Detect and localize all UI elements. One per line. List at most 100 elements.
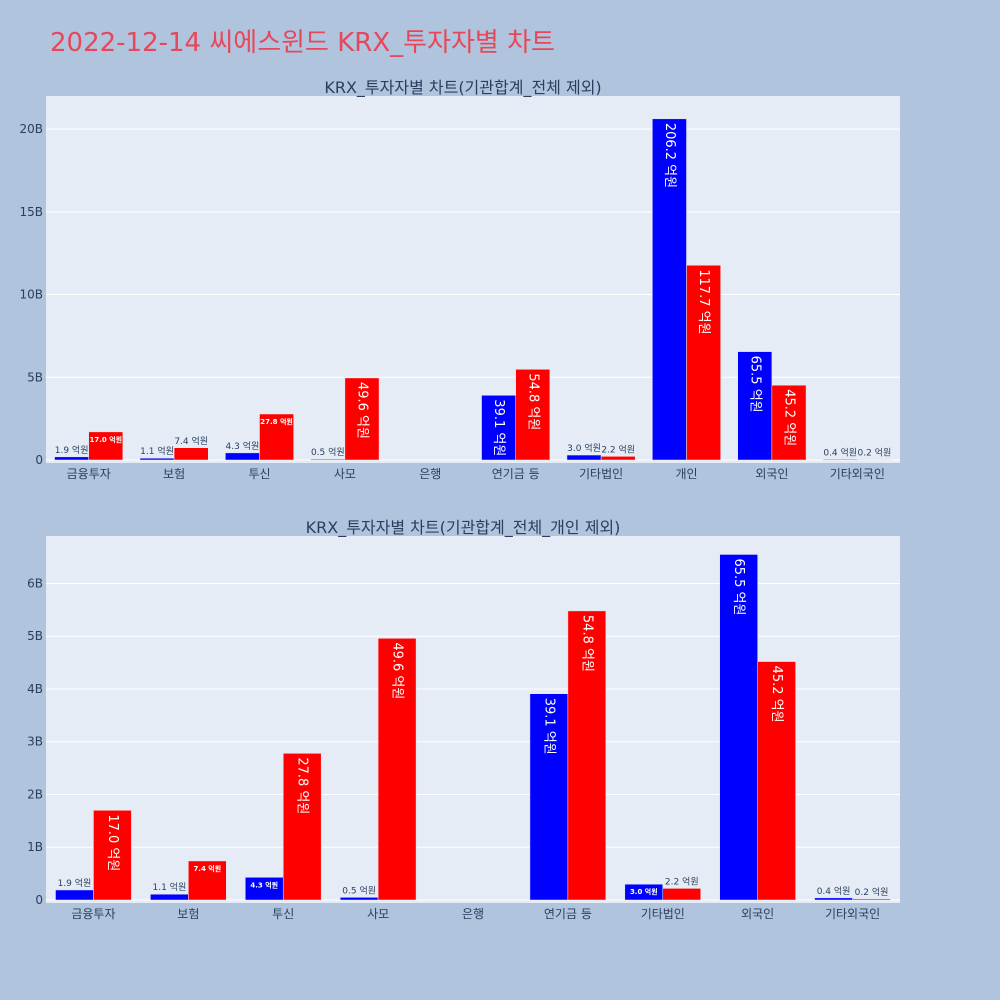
- bar-sell: [377, 638, 417, 901]
- data-label: 54.8 억원: [525, 373, 540, 430]
- data-label: 45.2 억원: [769, 666, 784, 723]
- x-tick-label: 금융투자: [67, 467, 111, 481]
- bar-buy: [310, 458, 346, 461]
- y-tick-label: 2B: [27, 787, 43, 801]
- x-tick-label: 기타법인: [579, 467, 623, 481]
- data-label: 206.2 억원: [662, 123, 677, 188]
- x-tick-label: 기타외국인: [830, 467, 885, 481]
- data-label: 49.6 억원: [354, 382, 369, 439]
- data-label: 54.8 억원: [579, 615, 594, 672]
- x-tick-label: 금융투자: [71, 907, 115, 921]
- data-label: 27.8 억원: [295, 757, 310, 814]
- data-label: 117.7 억원: [696, 269, 711, 334]
- data-label: 2.2 억원: [601, 443, 635, 455]
- bar-sell: [600, 456, 636, 461]
- y-tick-label: 10B: [19, 288, 43, 302]
- y-tick-label: 1B: [27, 840, 43, 854]
- data-label: 3.0 억원: [630, 887, 658, 896]
- data-label: 4.3 억원: [250, 880, 278, 889]
- bar-sell: [515, 369, 551, 461]
- bar-buy: [139, 457, 175, 461]
- data-label: 1.1 억원: [152, 881, 186, 893]
- bar-buy: [339, 897, 379, 901]
- data-label: 27.8 억원: [260, 417, 293, 426]
- x-tick-label: 외국인: [755, 467, 788, 481]
- data-label: 7.4 억원: [193, 864, 221, 873]
- y-tick-label: 4B: [27, 682, 43, 696]
- bar-buy: [55, 889, 94, 901]
- data-label: 0.4 억원: [817, 885, 851, 897]
- x-tick-label: 투신: [248, 467, 270, 481]
- y-tick-label: 5B: [27, 370, 43, 384]
- x-tick-label: 보험: [177, 907, 199, 921]
- data-label: 17.0 억원: [105, 814, 120, 871]
- bar-buy: [719, 554, 758, 901]
- bar-sell: [852, 898, 891, 901]
- data-label: 45.2 억원: [781, 389, 796, 446]
- data-label: 0.5 억원: [342, 884, 376, 896]
- chart-title: KRX_투자자별 차트(기관합계_전체 제외): [324, 78, 601, 98]
- x-tick-label: 개인: [675, 467, 697, 481]
- page-title: 2022-12-14 씨에스윈드 KRX_투자자별 차트: [50, 28, 555, 58]
- bar-sell: [662, 888, 701, 901]
- y-tick-label: 5B: [27, 629, 43, 643]
- bar-sell: [173, 447, 209, 461]
- bar-sell: [567, 610, 607, 901]
- x-tick-label: 연기금 등: [492, 467, 540, 481]
- data-label: 65.5 억원: [731, 558, 746, 615]
- data-label: 0.2 억원: [858, 447, 892, 459]
- x-tick-label: 연기금 등: [544, 907, 592, 921]
- x-tick-label: 외국인: [741, 907, 774, 921]
- bar-sell: [686, 265, 721, 461]
- bar-buy: [54, 456, 89, 461]
- data-label: 1.1 억원: [140, 445, 174, 457]
- bar-sell: [757, 661, 796, 901]
- data-label: 1.9 억원: [55, 444, 89, 456]
- x-tick-label: 보험: [163, 467, 185, 481]
- x-tick-label: 투신: [272, 907, 294, 921]
- data-label: 3.0 억원: [567, 442, 601, 454]
- data-label: 4.3 억원: [226, 440, 260, 452]
- chart-1: 0 5B 10B 15B 20B KRX_투자자별 차트(기관합계_전체 제외) 금융투자 1…: [19, 78, 900, 481]
- bar-sell: [93, 810, 132, 901]
- bar-buy: [481, 395, 516, 461]
- data-label: 39.1 억원: [541, 698, 556, 755]
- x-tick-label: 기타외국인: [825, 907, 880, 921]
- bar-sell: [259, 413, 294, 461]
- data-label: 17.0 억원: [89, 435, 122, 444]
- data-label: 7.4 억원: [174, 435, 208, 447]
- bar-buy: [822, 459, 858, 461]
- data-label: 0.5 억원: [311, 446, 345, 458]
- bar-buy: [225, 452, 260, 461]
- y-tick-label: 0: [35, 453, 43, 467]
- data-label: 2.2 억원: [665, 875, 699, 887]
- y-tick-label: 3B: [27, 735, 43, 749]
- x-tick-label: 기타법인: [641, 907, 685, 921]
- x-tick-label: 사모: [334, 467, 356, 481]
- y-tick-label: 0: [35, 893, 43, 907]
- y-tick-label: 6B: [27, 576, 43, 590]
- data-label: 0.4 억원: [823, 446, 857, 458]
- bar-sell: [188, 860, 227, 901]
- data-label: 0.2 억원: [855, 886, 889, 898]
- bar-sell: [344, 377, 380, 461]
- bar-buy: [529, 693, 569, 901]
- data-label: 65.5 억원: [747, 356, 762, 413]
- data-label: 39.1 억원: [491, 399, 506, 456]
- x-tick-label: 은행: [419, 466, 441, 481]
- bar-buy: [652, 118, 687, 461]
- bar-buy: [814, 897, 853, 901]
- x-tick-label: 사모: [367, 907, 389, 921]
- bar-sell: [88, 431, 124, 461]
- bar-buy: [566, 454, 602, 461]
- y-tick-label: 15B: [19, 205, 43, 219]
- x-tick-label: 은행: [462, 906, 484, 921]
- bar-sell: [282, 753, 322, 901]
- y-tick-label: 20B: [19, 122, 43, 136]
- data-label: 1.9 억원: [58, 877, 92, 889]
- chart-2: 0 1B 2B 3B 4B 5B 6B KRX_투자자별 차트(기관합계_전체_개인 제외) 금…: [27, 518, 900, 921]
- chart-title: KRX_투자자별 차트(기관합계_전체_개인 제외): [306, 518, 621, 538]
- bar-buy: [150, 893, 189, 901]
- bar-sell: [771, 384, 807, 461]
